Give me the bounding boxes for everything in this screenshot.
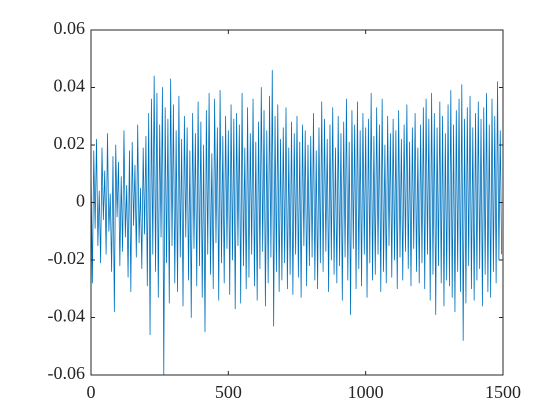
x-tick-label: 1500 bbox=[485, 382, 521, 402]
y-tick-label: -0.02 bbox=[48, 248, 86, 268]
x-tick-label: 500 bbox=[215, 382, 242, 402]
y-tick-label: -0.06 bbox=[48, 363, 86, 383]
data-line bbox=[90, 69, 503, 376]
y-tick-label: 0.04 bbox=[54, 76, 86, 96]
x-tick-label: 0 bbox=[87, 382, 96, 402]
y-tick-label: -0.04 bbox=[48, 306, 86, 326]
y-tick-label: 0 bbox=[76, 191, 85, 211]
x-tick-label: 1000 bbox=[348, 382, 384, 402]
y-tick-label: 0.02 bbox=[54, 133, 86, 153]
y-tick-label: 0.06 bbox=[54, 18, 86, 38]
